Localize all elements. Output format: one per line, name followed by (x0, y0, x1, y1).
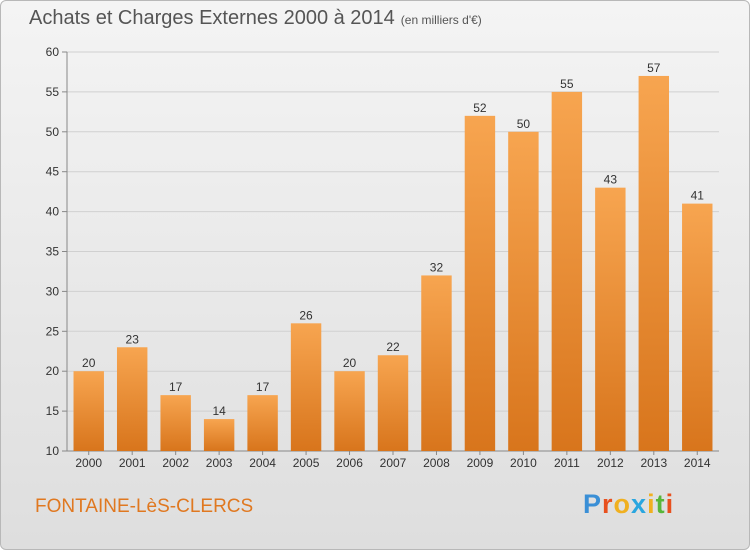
data-label-2009: 52 (473, 101, 487, 115)
data-label-2012: 43 (604, 173, 618, 187)
data-label-2014: 41 (691, 189, 705, 203)
x-tick-label-2001: 2001 (119, 456, 146, 470)
bar-2001 (116, 347, 148, 451)
x-tick-label-2010: 2010 (510, 456, 537, 470)
bar-2011 (551, 91, 583, 452)
x-tick-label-2003: 2003 (206, 456, 233, 470)
proxiti-logo: Proxiti (583, 489, 674, 520)
x-tick-label-2007: 2007 (380, 456, 407, 470)
x-tick-label-2013: 2013 (640, 456, 667, 470)
logo-letter: i (647, 489, 656, 519)
data-label-2013: 57 (647, 61, 661, 75)
bar-2002 (160, 395, 191, 451)
bar-2009 (464, 115, 496, 451)
logo-letter: o (613, 489, 632, 519)
bar-2005 (290, 323, 322, 451)
y-tick-label: 20 (46, 364, 60, 378)
location-name: FONTAINE-LèS-CLERCS (35, 496, 254, 517)
y-tick-label: 35 (46, 245, 60, 259)
x-tick-label-2014: 2014 (684, 456, 711, 470)
data-label-2006: 20 (343, 356, 357, 370)
data-label-2005: 26 (299, 308, 313, 322)
logo-letter: t (655, 489, 666, 519)
x-tick-label-2011: 2011 (554, 456, 580, 470)
data-label-2010: 50 (517, 117, 531, 131)
chart-subtitle: (en milliers d'€) (400, 13, 482, 27)
x-tick-label-2012: 2012 (597, 456, 624, 470)
y-tick-label: 45 (46, 165, 60, 179)
bar-2008 (421, 275, 452, 451)
x-tick-label-2004: 2004 (249, 456, 276, 470)
bars (73, 75, 713, 452)
bar-2007 (377, 355, 409, 451)
data-label-2004: 17 (256, 380, 270, 394)
y-tick-label: 55 (46, 85, 60, 99)
y-tick-label: 50 (46, 125, 60, 139)
bar-2010 (508, 131, 539, 452)
data-labels: 20 23 17 14 17 26 20 22 32 52 50 55 43 57 41 (82, 61, 704, 418)
data-label-2003: 14 (212, 404, 226, 418)
data-label-2007: 22 (386, 340, 400, 354)
x-tick-label-2008: 2008 (423, 456, 450, 470)
data-label-2002: 17 (169, 380, 183, 394)
logo-letter: x (631, 489, 648, 519)
x-tick-label-2005: 2005 (293, 456, 320, 470)
data-label-2000: 20 (82, 356, 96, 370)
data-label-2011: 55 (560, 77, 574, 91)
bar-2014 (682, 203, 713, 451)
x-tick-label-2009: 2009 (467, 456, 494, 470)
logo-letter: r (602, 489, 614, 519)
chart-title-text: Achats et Charges Externes 2000 à 2014 (29, 7, 395, 29)
data-label-2001: 23 (126, 332, 140, 346)
bar-2006 (334, 371, 365, 451)
bar-2004 (247, 395, 278, 451)
bar-2003 (203, 419, 235, 451)
bar-2012 (595, 187, 626, 451)
y-tick-label: 10 (46, 444, 60, 458)
data-label-2008: 32 (430, 260, 444, 274)
x-tick-label-2002: 2002 (162, 456, 189, 470)
chart-title: Achats et Charges Externes 2000 à 2014 (e… (29, 7, 482, 30)
logo-letter: i (665, 489, 675, 519)
y-tick-label: 30 (46, 284, 60, 298)
x-tick-label-2000: 2000 (75, 456, 102, 470)
y-tick-label: 15 (46, 404, 60, 418)
y-tick-label: 60 (46, 45, 60, 59)
logo-letter: P (583, 489, 603, 519)
x-tick-label-2006: 2006 (336, 456, 363, 470)
bar-2000 (73, 371, 104, 451)
y-tick-label: 25 (46, 324, 60, 338)
y-tick-label: 40 (46, 205, 60, 219)
bar-2013 (638, 75, 670, 451)
